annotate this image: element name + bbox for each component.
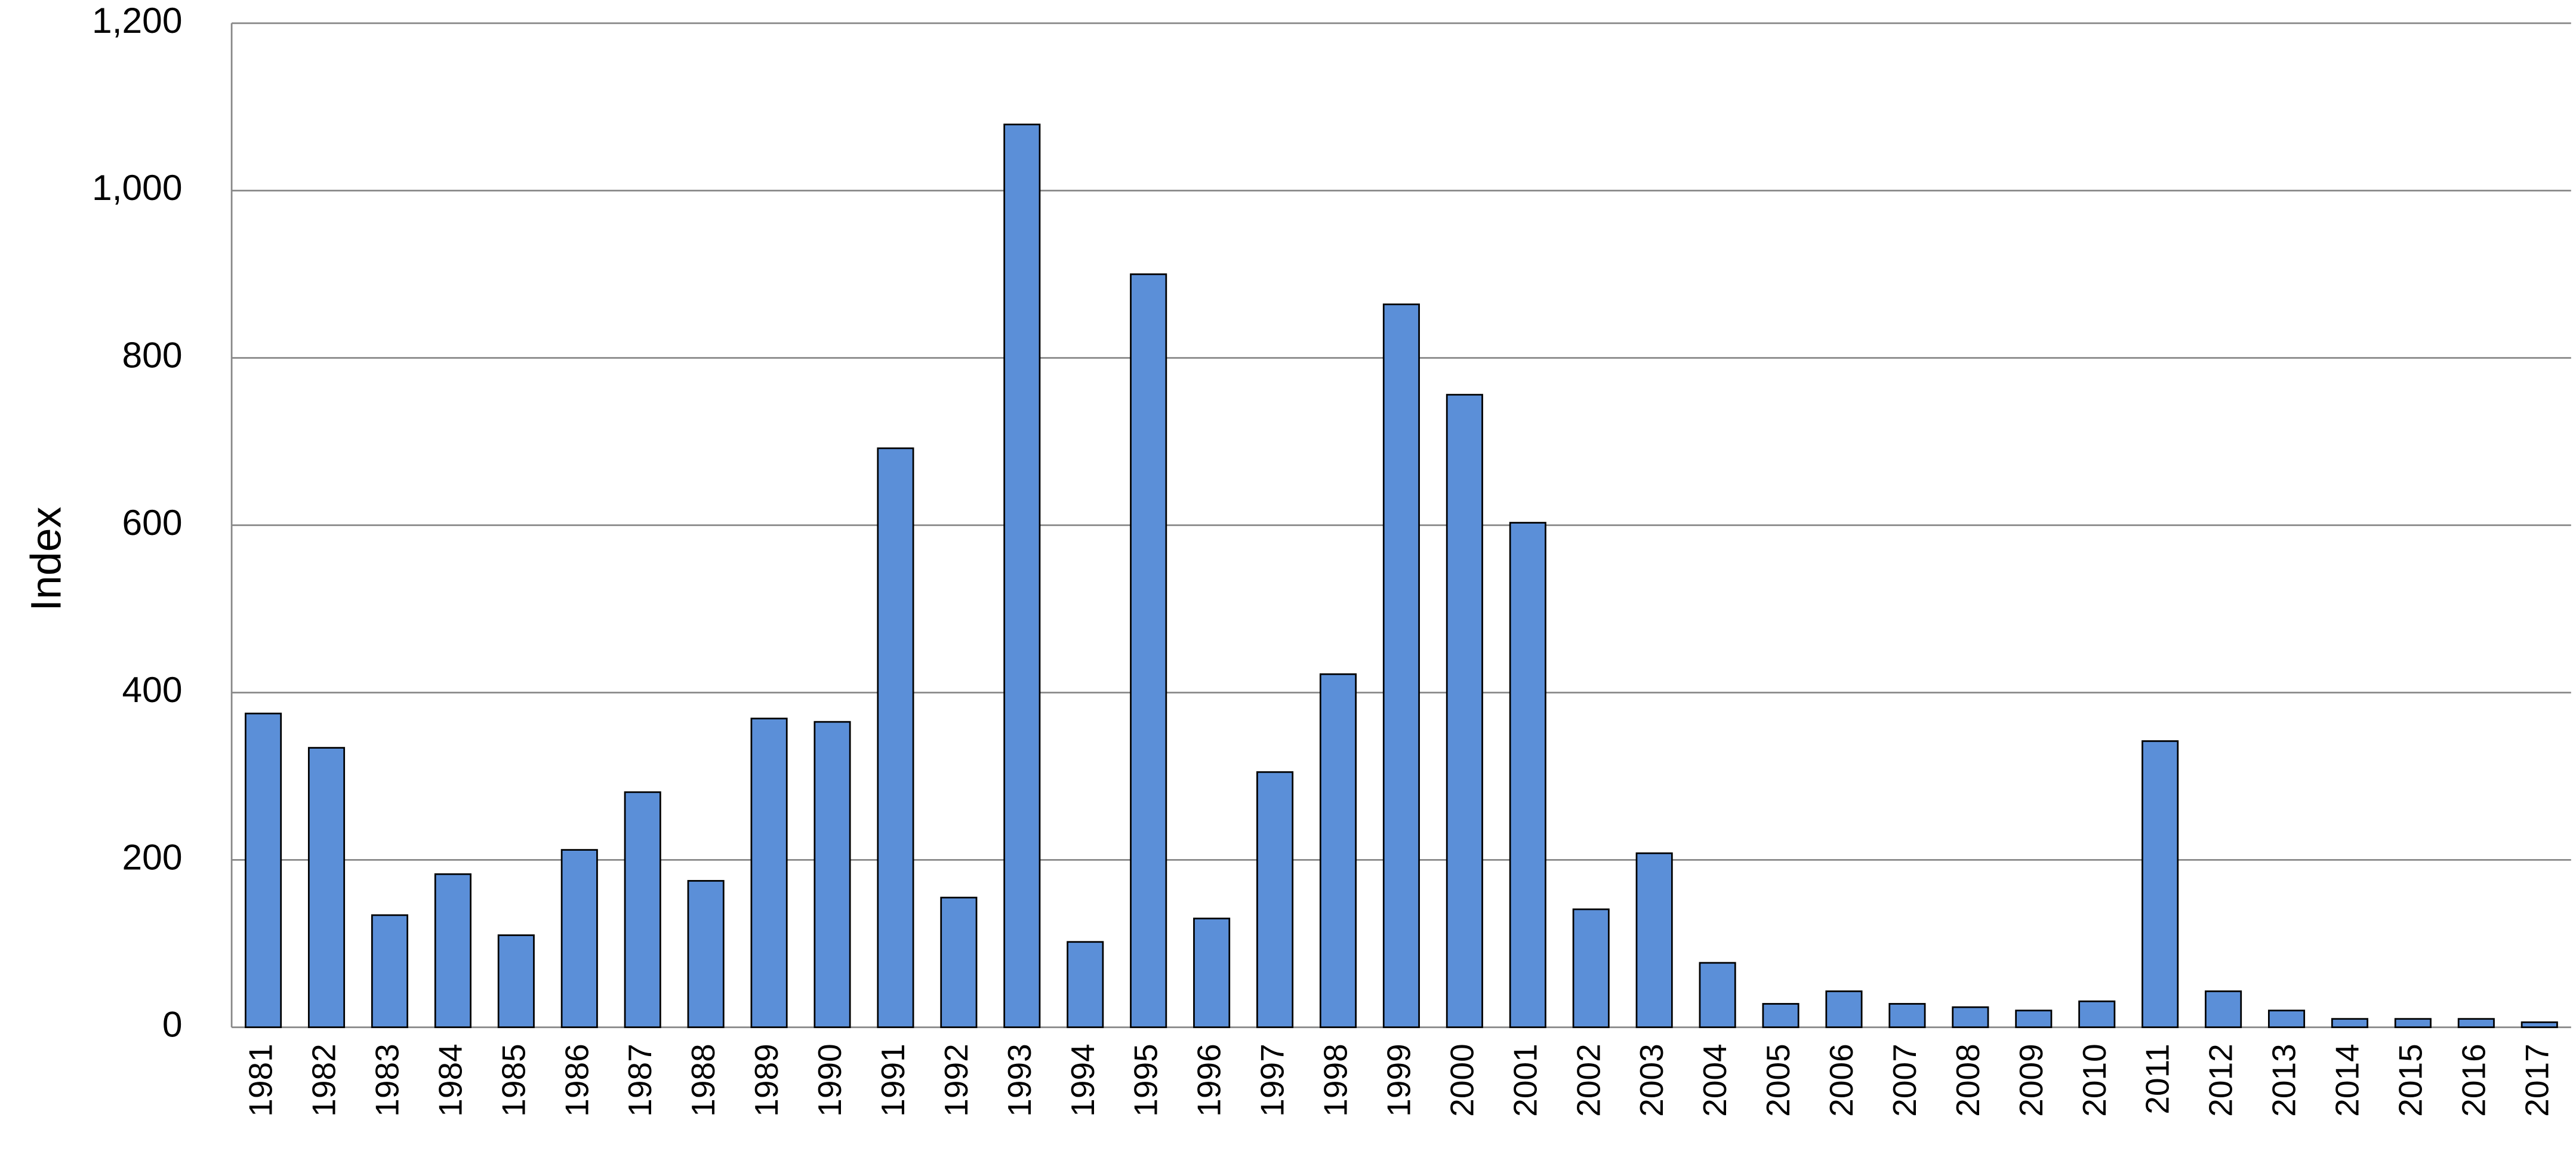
x-tick-label: 1981	[242, 1044, 279, 1116]
y-tick-label: 1,000	[92, 167, 183, 208]
y-tick-label: 0	[162, 1004, 183, 1045]
x-tick-label: 1987	[621, 1044, 658, 1116]
x-tick-label: 2008	[1949, 1044, 1986, 1116]
x-tick-label: 1985	[495, 1044, 532, 1116]
bar	[2205, 990, 2242, 1029]
bar	[1952, 1006, 1989, 1029]
y-tick-label: 400	[122, 669, 183, 710]
x-tick-label: 1994	[1064, 1044, 1101, 1116]
bar	[1130, 273, 1167, 1029]
y-axis-title: Index	[22, 507, 70, 611]
x-tick-label: 2005	[1760, 1044, 1797, 1116]
x-tick-label: 2013	[2266, 1044, 2303, 1116]
x-tick-label: 1999	[1380, 1044, 1417, 1116]
x-tick-label: 2002	[1570, 1044, 1607, 1116]
bar	[1256, 771, 1294, 1029]
x-tick-label: 2017	[2518, 1044, 2555, 1116]
x-tick-label: 1983	[368, 1044, 405, 1116]
bar	[2141, 740, 2179, 1029]
bar	[1382, 303, 1420, 1029]
bar	[2394, 1018, 2432, 1029]
bar	[371, 914, 408, 1029]
x-tick-label: 1988	[685, 1044, 722, 1116]
bar	[2267, 1010, 2306, 1029]
x-tick-label: 1998	[1317, 1044, 1354, 1116]
bar	[307, 747, 346, 1029]
bar	[2457, 1018, 2495, 1029]
bar	[2331, 1018, 2369, 1029]
y-tick-label: 200	[122, 836, 183, 877]
y-tick-label: 600	[122, 502, 183, 543]
x-tick-label: 1984	[432, 1044, 469, 1116]
bar	[1572, 908, 1610, 1029]
x-tick-label: 2012	[2202, 1044, 2239, 1116]
bar	[1825, 990, 1863, 1029]
bar	[940, 897, 978, 1029]
bar	[1509, 522, 1546, 1029]
bar	[1003, 124, 1041, 1029]
bar	[750, 718, 788, 1029]
bar	[1193, 918, 1231, 1029]
x-tick-label: 2010	[2076, 1044, 2113, 1116]
x-tick-label: 2016	[2455, 1044, 2492, 1116]
bar	[687, 880, 725, 1029]
x-tick-label: 2000	[1443, 1044, 1480, 1116]
x-tick-label: 1995	[1127, 1044, 1164, 1116]
x-tick-label: 1989	[748, 1044, 785, 1116]
bar	[814, 721, 851, 1029]
x-tick-label: 1991	[874, 1044, 911, 1116]
bar	[1699, 962, 1736, 1029]
x-tick-label: 2004	[1696, 1044, 1733, 1116]
x-tick-label: 2011	[2139, 1044, 2176, 1114]
x-tick-label: 2009	[2013, 1044, 2050, 1116]
bar	[1446, 393, 1483, 1029]
x-tick-label: 2001	[1506, 1044, 1543, 1116]
bar	[434, 873, 472, 1029]
bar	[877, 447, 914, 1029]
bar	[1635, 852, 1673, 1029]
x-tick-label: 1997	[1254, 1044, 1291, 1116]
bar	[2520, 1021, 2558, 1029]
x-tick-label: 1986	[558, 1044, 595, 1116]
x-tick-label: 2015	[2392, 1044, 2429, 1116]
x-tick-label: 1990	[811, 1044, 848, 1116]
y-tick-label: 800	[122, 334, 183, 375]
x-tick-label: 1996	[1191, 1044, 1228, 1116]
bar	[624, 791, 661, 1029]
x-tick-label: 2007	[1886, 1044, 1923, 1116]
bar	[1067, 941, 1104, 1029]
bar	[2078, 1000, 2116, 1029]
x-tick-label: 2003	[1633, 1044, 1670, 1116]
y-tick-label: 1,200	[92, 0, 183, 41]
bar	[497, 934, 535, 1029]
bar	[1888, 1003, 1926, 1029]
x-tick-label: 2006	[1823, 1044, 1860, 1116]
x-tick-label: 1992	[938, 1044, 975, 1116]
x-tick-label: 1993	[1001, 1044, 1038, 1116]
x-tick-label: 1982	[306, 1044, 343, 1116]
bar	[1319, 673, 1357, 1029]
bar	[1762, 1003, 1799, 1029]
x-tick-label: 2014	[2329, 1044, 2366, 1116]
bar	[2015, 1010, 2053, 1029]
bar	[245, 712, 282, 1029]
bar	[560, 849, 598, 1029]
